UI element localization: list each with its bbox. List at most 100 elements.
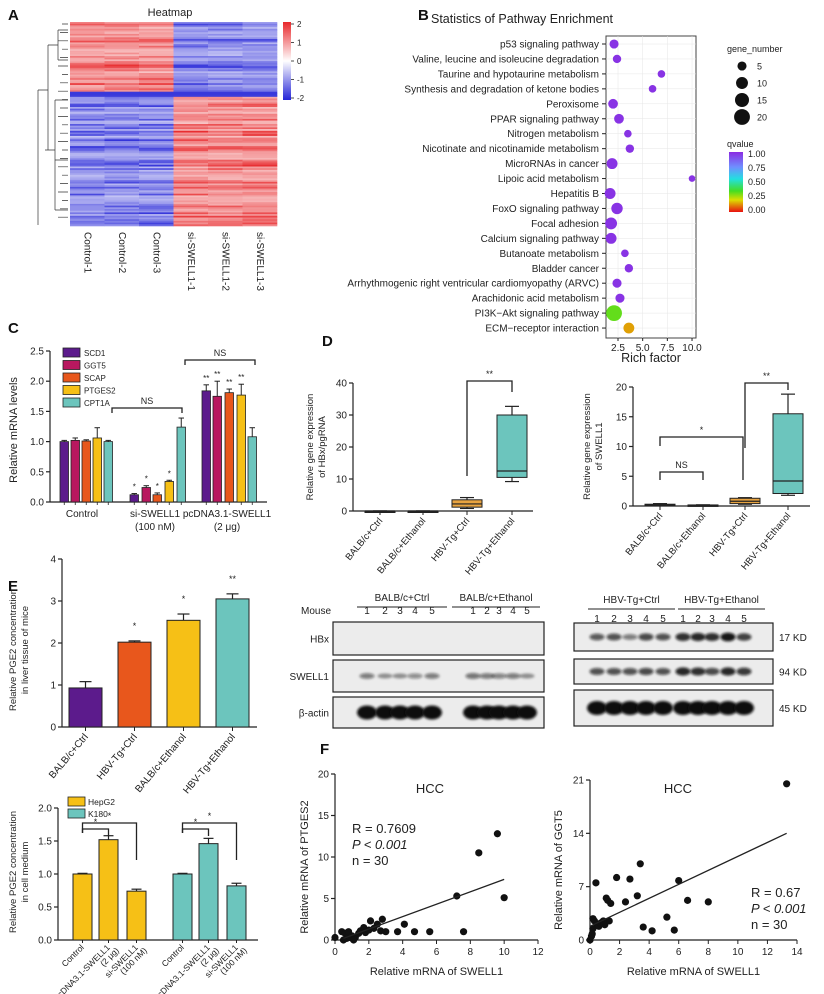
- enrichment-panel: Statistics of Pathway Enrichment p53 sign…: [347, 12, 782, 365]
- heatmap-column-label: Control-3: [150, 232, 161, 274]
- heatmap-cell: [173, 214, 209, 217]
- heatmap-cell: [208, 105, 243, 108]
- bar-ggt5: [70, 439, 80, 503]
- heatmap-cell: [173, 147, 209, 150]
- heatmap-cell: [70, 222, 105, 225]
- heatmap-cell: [139, 164, 174, 167]
- heatmap-cell: [173, 61, 209, 64]
- heatmap-cell: [208, 214, 243, 217]
- scatter-point: [633, 892, 641, 900]
- heatmap-cell: [208, 52, 243, 55]
- heatmap-cell: [139, 171, 174, 174]
- heatmap-cell: [70, 33, 105, 36]
- blot-band: [673, 701, 693, 715]
- heatmap-cell: [242, 25, 278, 28]
- blot-band: [407, 673, 423, 679]
- y-axis-label: Relative mRNA of PTGES2: [299, 800, 311, 933]
- lane-number: 2: [695, 614, 701, 625]
- heatmap-cell: [70, 81, 105, 84]
- heatmap-cell: [139, 118, 174, 121]
- heatmap-cell: [104, 122, 140, 125]
- x-tick-label: 10: [499, 947, 511, 958]
- heatmap-cell: [70, 215, 105, 218]
- blot-band: [589, 668, 605, 675]
- scatter-point: [613, 873, 621, 882]
- ns-bracket-pcdna-label: NS: [214, 348, 227, 358]
- heatmap-cell: [139, 178, 174, 181]
- heatmap-cell: [104, 192, 140, 194]
- heatmap-cell: [173, 180, 209, 183]
- heatmap-cell: [173, 135, 209, 138]
- color-legend-label: 1.00: [748, 149, 766, 159]
- bar-scd1: [201, 390, 211, 503]
- heatmap-cell: [139, 205, 174, 208]
- heatmap-cell: [173, 103, 209, 106]
- heatmap-cell: [242, 220, 278, 223]
- bar-cpt1a: [103, 441, 113, 503]
- heatmap-cell: [242, 52, 278, 55]
- x-tick-label: 2: [366, 947, 372, 958]
- heatmap-cell: [173, 137, 209, 140]
- heatmap-cell: [70, 93, 105, 96]
- heatmap-cell: [139, 219, 174, 222]
- heatmap-cell: [242, 27, 278, 30]
- swell1-ns-bracket: [659, 471, 704, 480]
- heatmap-cell: [70, 122, 105, 125]
- box: [772, 413, 804, 495]
- blot-band: [620, 701, 640, 715]
- heatmap-cell: [139, 56, 174, 58]
- heatmap-cell: [242, 135, 278, 138]
- heatmap-cell: [139, 132, 174, 135]
- blot-band: [359, 673, 375, 679]
- heatmap-cell: [139, 117, 174, 120]
- pge2-liver-bar: [166, 619, 201, 728]
- heatmap-cell: [104, 76, 140, 79]
- heatmap-cell: [139, 151, 174, 154]
- mrna-y-tick-label: 2.0: [30, 377, 44, 388]
- heatmap-cell: [139, 124, 174, 126]
- y-axis-label: of HBx/pgRNA: [317, 415, 328, 477]
- heatmap-cell: [70, 130, 105, 133]
- blot-group-label: HBV-Tg+Ctrl: [603, 595, 659, 606]
- heatmap-cell: [242, 169, 278, 172]
- heatmap-cell: [173, 35, 209, 38]
- scatter-point: [475, 849, 483, 857]
- heatmap-cell: [242, 151, 278, 154]
- heatmap-cell: [208, 185, 243, 188]
- correlation-stat: P < 0.001: [352, 837, 408, 852]
- heatmap-cell: [70, 188, 105, 191]
- lane-number: 4: [725, 614, 731, 625]
- heatmap-cell: [70, 158, 105, 160]
- pge2-liver-bar: [215, 598, 250, 728]
- heatmap-cell: [139, 144, 174, 147]
- heatmap-cell: [139, 32, 174, 35]
- heatmap-cell: [242, 23, 278, 26]
- heatmap-cell: [242, 209, 278, 211]
- heatmap-cell: [70, 217, 105, 220]
- scatter-point: [589, 915, 597, 923]
- heatmap-cell: [139, 222, 174, 225]
- heatmap-cell: [104, 22, 140, 24]
- heatmap-cell: [139, 91, 174, 94]
- heatmap-cell: [70, 163, 105, 166]
- bar-ptges2: [92, 437, 102, 503]
- heatmap-cell: [139, 180, 174, 183]
- blot-membrane: [332, 621, 545, 656]
- heatmap-cell: [242, 78, 278, 81]
- heatmap-cell: [139, 159, 174, 162]
- y-axis-label: in liver tissue of mice: [20, 606, 31, 694]
- heatmap-cell: [139, 42, 174, 45]
- heatmap-cell: [139, 54, 174, 57]
- heatmap-cell: [173, 193, 209, 196]
- heatmap-cell: [208, 209, 243, 211]
- qvalue-color-bar: [729, 152, 743, 212]
- heatmap-cell: [173, 224, 209, 227]
- heatmap-cell: [139, 215, 174, 218]
- blot-band: [463, 705, 483, 720]
- heatmap-cell: [139, 200, 174, 203]
- heatmap-cell: [242, 42, 278, 45]
- heatmap-cell: [242, 83, 278, 86]
- scatter-point: [648, 927, 656, 935]
- heatmap-cell: [242, 132, 278, 135]
